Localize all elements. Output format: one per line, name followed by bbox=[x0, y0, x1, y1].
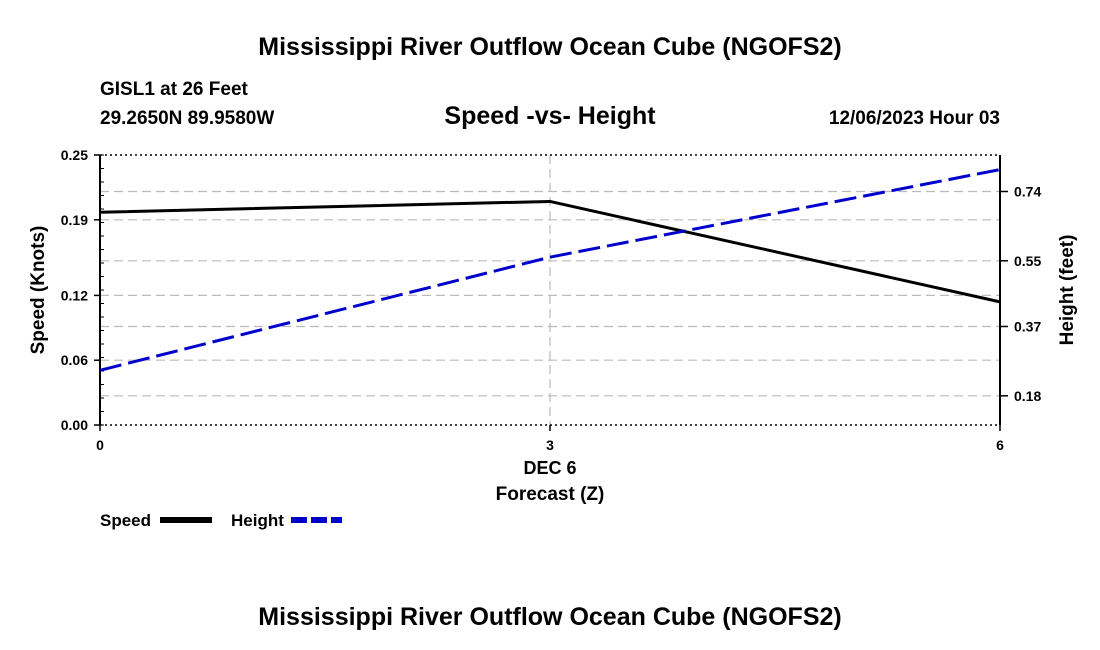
y-right-tick-label-2: 0.37 bbox=[1014, 318, 1041, 334]
tick-label-layer: 0.25 0.19 0.12 0.06 0.00 0.74 0.55 0.37 0.18 0 3 6 bbox=[61, 147, 1042, 453]
series-line-height bbox=[99, 168, 1001, 372]
y-left-tick-label-0: 0.25 bbox=[61, 147, 88, 163]
series-layer bbox=[99, 168, 1001, 372]
x-tick-label-2: 6 bbox=[996, 437, 1004, 453]
legend: Speed Height bbox=[100, 511, 342, 530]
y-left-tick-label-4: 0.00 bbox=[61, 417, 88, 433]
x-tick-label-1: 3 bbox=[546, 437, 554, 453]
series-line-speed bbox=[99, 199, 1001, 304]
y-axis-left-title: Speed (Knots) bbox=[28, 226, 49, 355]
y-left-tick-label-3: 0.06 bbox=[61, 352, 88, 368]
legend-label-speed: Speed bbox=[100, 511, 151, 530]
chart-title: Speed -vs- Height bbox=[444, 102, 656, 130]
y-left-tick-label-1: 0.19 bbox=[61, 212, 88, 228]
y-axis-right-title: Height (feet) bbox=[1057, 235, 1078, 346]
grid-layer bbox=[100, 155, 1000, 425]
datetime-label: 12/06/2023 Hour 03 bbox=[829, 108, 1000, 129]
main-title: Mississippi River Outflow Ocean Cube (NG… bbox=[258, 33, 841, 61]
legend-label-height: Height bbox=[231, 511, 284, 530]
y-left-tick-label-2: 0.12 bbox=[61, 287, 88, 303]
x-tick-label-0: 0 bbox=[96, 437, 104, 453]
bottom-title: Mississippi River Outflow Ocean Cube (NG… bbox=[258, 603, 841, 631]
x-axis-title: Forecast (Z) bbox=[496, 484, 605, 505]
y-right-tick-label-3: 0.18 bbox=[1014, 388, 1041, 404]
x-date-label: DEC 6 bbox=[523, 458, 576, 478]
y-right-tick-label-0: 0.74 bbox=[1014, 183, 1041, 199]
y-right-tick-label-1: 0.55 bbox=[1014, 253, 1041, 269]
station-label: GISL1 at 26 Feet bbox=[100, 79, 249, 100]
coordinates-label: 29.2650N 89.9580W bbox=[100, 108, 274, 129]
